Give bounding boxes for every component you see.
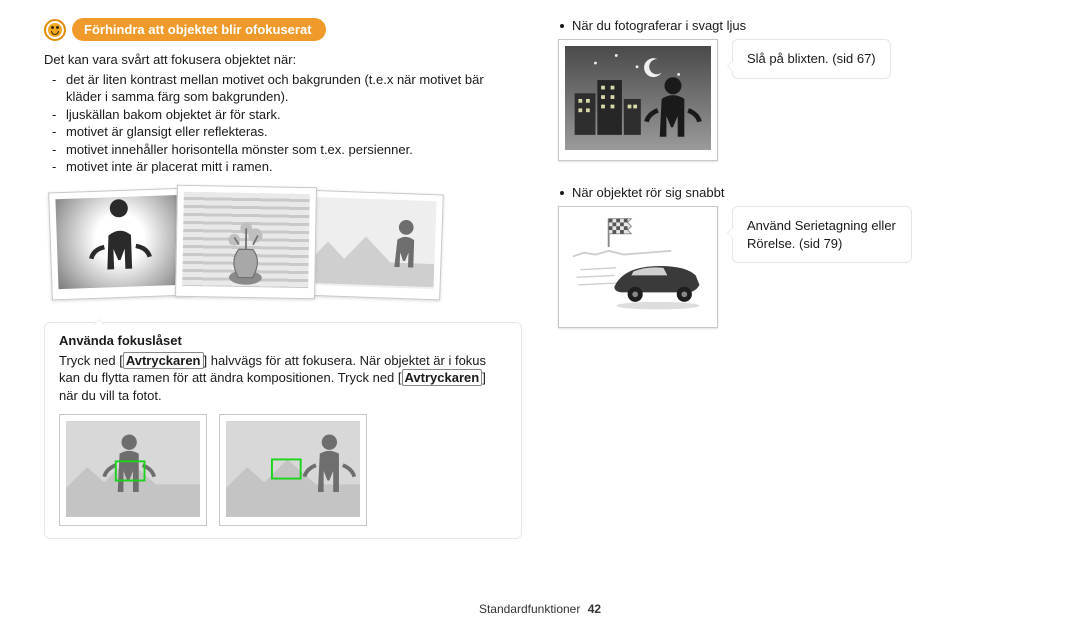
lowlight-heading: När du fotograferar i svagt ljus [558, 18, 1036, 33]
thumb-recomposed [219, 414, 367, 526]
landscape-person-icon [308, 197, 437, 289]
example-photo-backlit [48, 187, 192, 300]
fastmotion-heading: När objektet rör sig snabbt [558, 185, 1036, 200]
thumb2-icon [226, 421, 360, 517]
left-column: Förhindra att objektet blir ofokuserat D… [44, 18, 522, 539]
reasons-list: det är liten kontrast mellan motivet och… [44, 71, 522, 176]
example-photo-offcenter [300, 189, 444, 300]
intro-text: Det kan vara svårt att fokusera objektet… [44, 51, 522, 69]
fastmotion-section: När objektet rör sig snabbt [558, 185, 1036, 328]
list-item: ljuskällan bakom objektet är för stark. [58, 106, 522, 124]
lowlight-section: När du fotograferar i svagt ljus [558, 18, 1036, 161]
list-item: motivet innehåller horisontella mönster … [58, 141, 522, 159]
footer-label: Standardfunktioner [479, 602, 580, 616]
lowlight-tip-bubble: Slå på blixten. (sid 67) [732, 39, 891, 79]
text: Tryck ned [ [59, 353, 123, 368]
page-footer: Standardfunktioner 42 [0, 602, 1080, 616]
list-item: motivet är glansigt eller reflekteras. [58, 123, 522, 141]
page-number: 42 [588, 602, 601, 616]
right-column: När du fotograferar i svagt ljus [558, 18, 1036, 539]
list-item: motivet inte är placerat mitt i ramen. [58, 158, 522, 176]
thumb-focus-on-subject [59, 414, 207, 526]
photo-strip [44, 186, 522, 316]
thumb1-icon [66, 421, 200, 517]
example-photo-blinds [175, 185, 317, 299]
list-item: det är liten kontrast mellan motivet och… [58, 71, 522, 106]
race-car-icon [565, 213, 711, 317]
night-city-icon [565, 46, 711, 150]
focuslock-thumbnails [59, 414, 507, 526]
focuslock-tip-box: Använda fokuslåset Tryck ned [Avtryckare… [44, 322, 522, 540]
header-row: Förhindra att objektet blir ofokuserat [44, 18, 522, 41]
smiley-icon [44, 19, 66, 41]
vase-icon [182, 192, 310, 288]
silhouette-icon [55, 195, 184, 289]
section-badge: Förhindra att objektet blir ofokuserat [72, 18, 326, 41]
focuslock-title: Använda fokuslåset [59, 333, 507, 348]
lowlight-photo [558, 39, 718, 161]
shutter-key-2: Avtryckaren [402, 369, 483, 386]
focuslock-body: Tryck ned [Avtryckaren] halvvägs för att… [59, 352, 507, 405]
fastmotion-photo [558, 206, 718, 328]
shutter-key-1: Avtryckaren [123, 352, 204, 369]
fastmotion-tip-bubble: Använd Serietagning eller Rörelse. (sid … [732, 206, 912, 263]
